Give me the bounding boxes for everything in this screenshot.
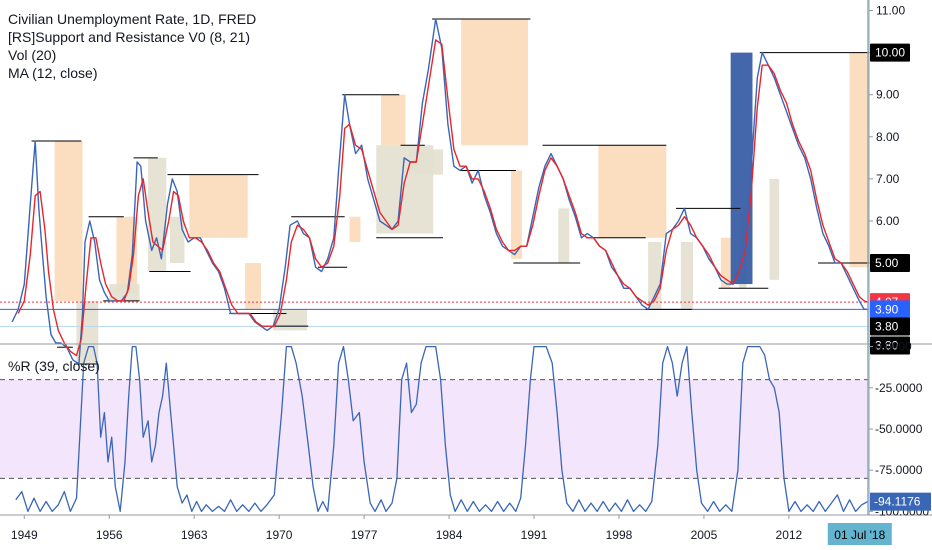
sr-zone-7 [245, 263, 261, 310]
sr-zone-15 [558, 208, 570, 264]
price-badge-2 [870, 317, 910, 336]
sr-zone-19 [720, 237, 731, 289]
sr-zone-8 [273, 309, 308, 331]
sr-zone-21 [730, 52, 753, 285]
price-tick-label-3: 8.00 [876, 130, 900, 144]
sr-zone-14 [510, 170, 522, 259]
price-badge-3 [870, 336, 910, 355]
sr-zone-6 [189, 174, 248, 238]
sr-zone-22 [769, 178, 780, 280]
sr-zone-10 [381, 94, 406, 146]
sr-zone-2 [116, 216, 138, 293]
time-tick-label-1: 1956 [96, 528, 123, 542]
price-badge-label-5: 5.00 [875, 256, 899, 270]
time-tick-label-2: 1963 [181, 528, 208, 542]
price-badge-1 [870, 300, 910, 319]
legend-symbol[interactable]: Civilian Unemployment Rate, 1D, FRED [8, 11, 257, 27]
price-badge-label-3: 3.80 [875, 339, 899, 353]
price-tick-label-4: 7.00 [876, 172, 900, 186]
sr-zone-0 [54, 140, 83, 301]
sr-zone-13 [461, 18, 528, 146]
wr-value-label: -94.1176 [874, 495, 921, 509]
price-tick-label-2: 9.00 [876, 88, 900, 102]
wr-series [15, 345, 869, 513]
time-tick-label-4: 1977 [351, 528, 378, 542]
oscillator-pane[interactable] [0, 345, 869, 513]
sr-zone-18 [680, 241, 694, 310]
time-tick-label-7: 1998 [606, 528, 633, 542]
wr-tick-label-1: -25.0000 [875, 381, 923, 395]
legend: Civilian Unemployment Rate, 1D, FRED [RS… [8, 10, 256, 82]
date-badge-label: 01 Jul '18 [834, 528, 885, 542]
price-tick-label-0: 11.00 [876, 4, 905, 18]
sr-zone-3 [109, 284, 140, 301]
wr-tick-label-2: -50.0000 [875, 422, 923, 436]
legend-indicator-sr[interactable]: [RS]Support and Resistance V0 (8, 21) [8, 29, 251, 45]
price-badge-4 [870, 43, 910, 62]
wr-band [0, 379, 869, 479]
time-tick-label-8: 2005 [691, 528, 718, 542]
price-badge-label-1: 3.90 [875, 302, 899, 316]
sr-zone-4 [148, 157, 167, 272]
price-tick-label-5: 6.00 [876, 214, 900, 228]
legend-indicator-ma[interactable]: MA (12, close) [8, 65, 98, 81]
ma-series [17, 39, 869, 357]
date-badge [827, 523, 892, 545]
sr-zone-9 [349, 216, 361, 242]
time-tick-label-6: 1991 [521, 528, 548, 542]
price-badge-label-4: 10.00 [875, 46, 905, 60]
sr-zone-5 [169, 216, 185, 264]
wr-value-badge [870, 492, 931, 511]
sr-zone-16 [598, 145, 667, 238]
legend-indicator-vol[interactable]: Vol (20) [8, 47, 57, 63]
wr-tick-label-0: 0.0000 [875, 340, 912, 354]
time-tick-label-0: 1949 [11, 528, 38, 542]
time-tick-label-3: 1970 [266, 528, 293, 542]
oscillator-legend: %R (39, close) [8, 357, 100, 375]
sr-zone-23 [849, 52, 869, 268]
time-tick-label-5: 1984 [436, 528, 463, 542]
price-series [11, 18, 868, 365]
price-badge-label-2: 3.80 [875, 320, 899, 334]
time-tick-label-9: 2012 [776, 528, 803, 542]
price-badge-5 [870, 254, 910, 273]
legend-williams-r[interactable]: %R (39, close) [8, 358, 100, 374]
wr-tick-label-3: -75.0000 [875, 463, 923, 477]
